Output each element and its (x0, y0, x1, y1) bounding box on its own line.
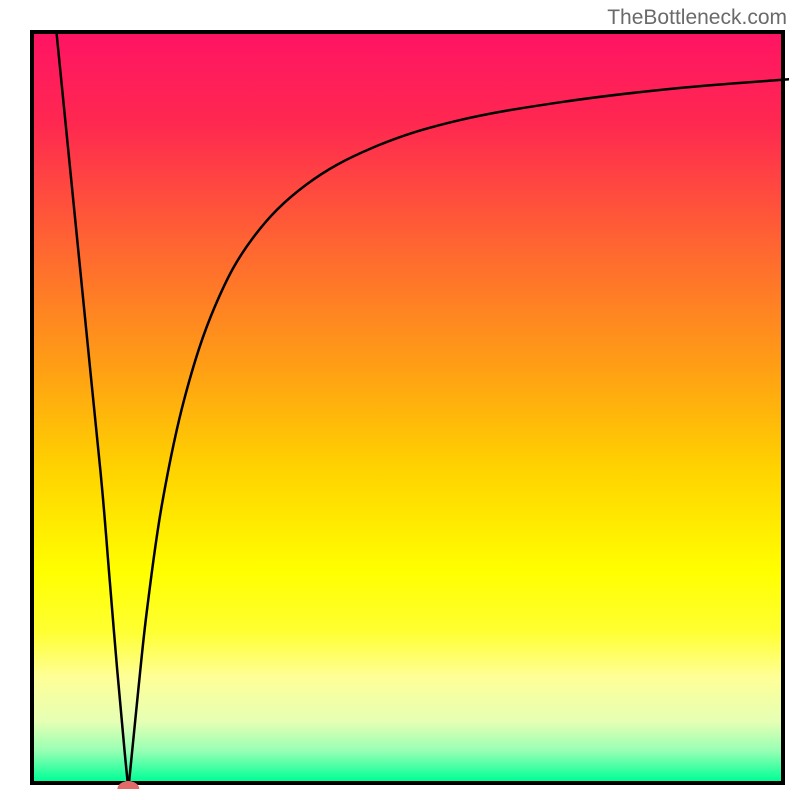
bottleneck-curve-right-branch (128, 79, 789, 789)
valley-marker (117, 781, 139, 789)
chart-stage: TheBottleneck.com (0, 0, 800, 800)
bottleneck-curve-left-branch (57, 34, 129, 789)
plot-frame (30, 30, 785, 785)
watermark-text: TheBottleneck.com (607, 6, 787, 30)
bottleneck-curve-svg (34, 34, 789, 789)
